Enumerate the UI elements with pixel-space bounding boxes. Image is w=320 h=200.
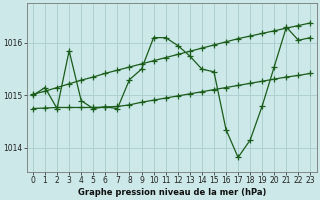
X-axis label: Graphe pression niveau de la mer (hPa): Graphe pression niveau de la mer (hPa) xyxy=(77,188,266,197)
